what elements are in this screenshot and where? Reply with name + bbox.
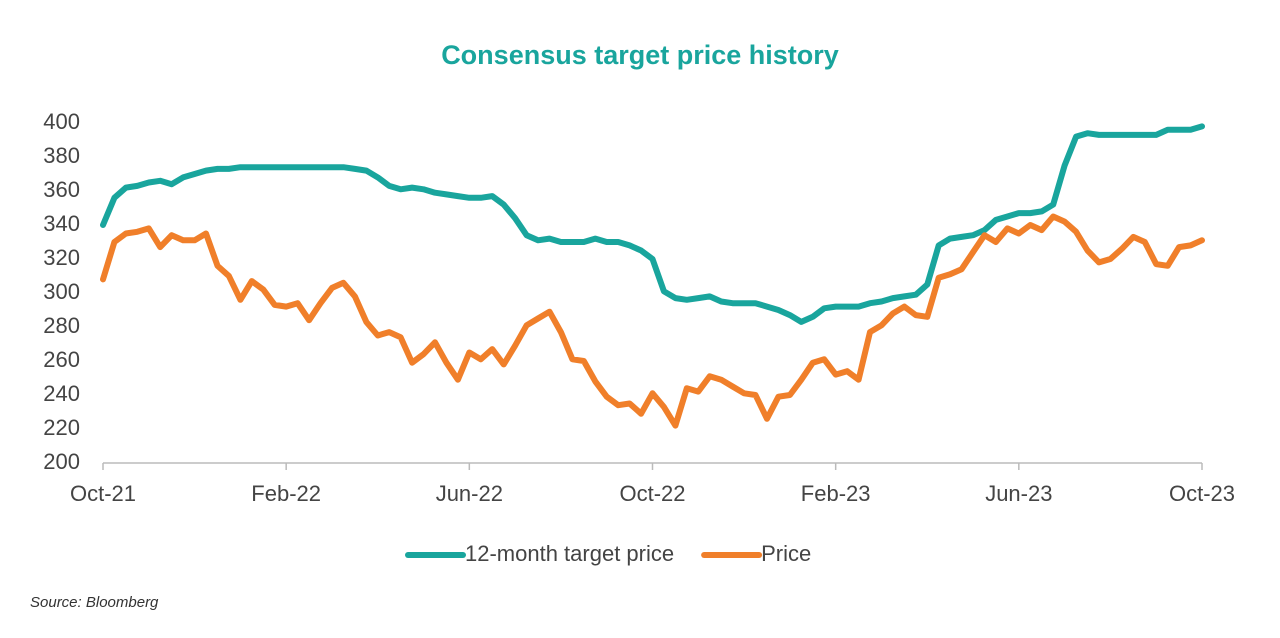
- x-tick-label: Oct-21: [70, 481, 136, 506]
- source-note: Source: Bloomberg: [30, 594, 159, 611]
- x-tick-label: Oct-23: [1169, 481, 1235, 506]
- legend-label: Price: [761, 541, 811, 566]
- x-tick-label: Jun-23: [985, 481, 1052, 506]
- y-tick-label: 320: [43, 245, 80, 270]
- y-tick-label: 280: [43, 313, 80, 338]
- x-tick-label: Feb-22: [251, 481, 321, 506]
- y-tick-label: 200: [43, 449, 80, 474]
- y-tick-label: 340: [43, 211, 80, 236]
- series-line: [100, 123, 1205, 325]
- x-tick-label: Oct-22: [619, 481, 685, 506]
- y-tick-label: 240: [43, 381, 80, 406]
- y-tick-label: 220: [43, 415, 80, 440]
- y-tick-label: 300: [43, 279, 80, 304]
- x-tick-label: Feb-23: [801, 481, 871, 506]
- y-tick-label: 380: [43, 143, 80, 168]
- x-tick-label: Jun-22: [436, 481, 503, 506]
- series-line: [100, 213, 1205, 429]
- y-tick-label: 360: [43, 177, 80, 202]
- y-tick-label: 400: [43, 109, 80, 134]
- legend-label: 12-month target price: [465, 541, 674, 566]
- chart-title: Consensus target price history: [441, 40, 839, 70]
- y-tick-label: 260: [43, 347, 80, 372]
